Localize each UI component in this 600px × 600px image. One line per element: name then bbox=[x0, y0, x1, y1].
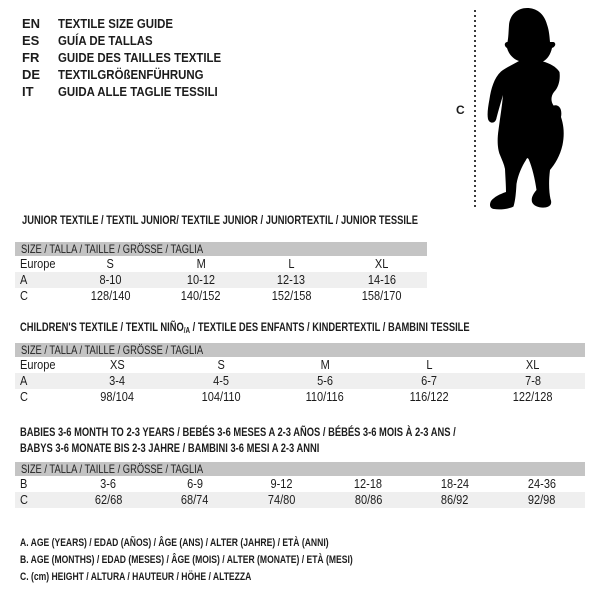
language-label: GUÍA DE TALLAS bbox=[58, 33, 153, 48]
table-cell: 74/80 bbox=[267, 493, 296, 507]
table-cell: 24-36 bbox=[527, 477, 556, 491]
size-header-bar: SIZE / TALLA / TAILLE / GRÖSSE / TAGLIA bbox=[15, 242, 427, 256]
height-measure-dashed-line bbox=[474, 10, 476, 208]
table-row: B 3-6 6-9 9-12 12-18 18-24 24-36 bbox=[15, 476, 585, 492]
language-list: EN TEXTILE SIZE GUIDE ES GUÍA DE TALLAS … bbox=[22, 15, 243, 100]
language-code: ES bbox=[22, 33, 40, 48]
table-cell: 152/158 bbox=[271, 289, 312, 303]
table-cell: 3-4 bbox=[109, 374, 125, 388]
language-code: FR bbox=[22, 50, 40, 65]
table-cell: XL bbox=[526, 358, 540, 372]
table-cell: 3-6 bbox=[100, 477, 117, 491]
table-cell: 158/170 bbox=[361, 289, 402, 303]
row-label: Europe bbox=[20, 358, 56, 372]
table-cell: XL bbox=[375, 257, 389, 271]
language-row-fr: FR GUIDE DES TAILLES TEXTILE bbox=[22, 49, 243, 66]
table-cell: 6-9 bbox=[187, 477, 203, 491]
table-row: A 3-4 4-5 5-6 6-7 7-8 bbox=[15, 373, 585, 389]
language-code: DE bbox=[22, 67, 41, 82]
row-label: C bbox=[20, 390, 28, 404]
table-cell: M bbox=[196, 257, 206, 271]
table-row: Europe XS S M L XL bbox=[15, 357, 585, 373]
legend-line-c: C. (cm) HEIGHT / ALTURA / HAUTEUR / HÖHE… bbox=[20, 571, 252, 583]
babies-size-table: SIZE / TALLA / TAILLE / GRÖSSE / TAGLIA … bbox=[15, 462, 585, 508]
legend: A. AGE (YEARS) / EDAD (AÑOS) / ÂGE (ANS)… bbox=[20, 535, 447, 586]
table-cell: 110/116 bbox=[305, 390, 345, 404]
language-code: IT bbox=[22, 84, 34, 99]
table-cell: L bbox=[288, 257, 295, 271]
table-cell: M bbox=[320, 358, 330, 372]
table-cell: L bbox=[425, 358, 433, 372]
table-cell: 12-13 bbox=[277, 273, 306, 287]
height-measure-label: C bbox=[456, 103, 465, 117]
table-cell: 86/92 bbox=[441, 493, 469, 507]
table-cell: 18-24 bbox=[440, 477, 470, 491]
language-label: TEXTILE SIZE GUIDE bbox=[58, 16, 174, 31]
toddler-silhouette-image bbox=[487, 8, 564, 210]
table-cell: 62/68 bbox=[94, 493, 123, 507]
table-row: C 128/140 140/152 152/158 158/170 bbox=[15, 288, 427, 304]
language-label: GUIDA ALLE TAGLIE TESSILI bbox=[58, 84, 218, 99]
language-row-de: DE TEXTILGRÖßENFÜHRUNG bbox=[22, 66, 243, 83]
row-label: A bbox=[20, 273, 28, 287]
table-cell: 8-10 bbox=[99, 273, 122, 287]
table-cell: 14-16 bbox=[367, 273, 396, 287]
legend-line-a: A. AGE (YEARS) / EDAD (AÑOS) / ÂGE (ANS)… bbox=[20, 537, 329, 549]
legend-line-b: B. AGE (MONTHS) / EDAD (MESES) / ÂGE (MO… bbox=[20, 554, 353, 566]
language-row-en: EN TEXTILE SIZE GUIDE bbox=[22, 15, 243, 32]
language-label: TEXTILGRÖßENFÜHRUNG bbox=[58, 67, 204, 82]
table-cell: 92/98 bbox=[527, 493, 556, 507]
table-cell: 140/152 bbox=[180, 289, 221, 303]
babies-section-title: BABIES 3-6 MONTH TO 2-3 YEARS / BEBÉS 3-… bbox=[20, 425, 456, 455]
table-row: C 98/104 104/110 110/116 116/122 122/128 bbox=[15, 389, 585, 405]
table-cell: S bbox=[106, 257, 114, 271]
row-label: C bbox=[20, 289, 28, 303]
language-row-it: IT GUIDA ALLE TAGLIE TESSILI bbox=[22, 83, 243, 100]
table-cell: 116/122 bbox=[409, 390, 449, 404]
table-cell: S bbox=[217, 358, 225, 372]
table-row: A 8-10 10-12 12-13 14-16 bbox=[15, 272, 427, 288]
table-cell: 9-12 bbox=[270, 477, 293, 491]
table-cell: 128/140 bbox=[90, 289, 131, 303]
size-header-bar: SIZE / TALLA / TAILLE / GRÖSSE / TAGLIA bbox=[15, 343, 585, 357]
table-cell: 10-12 bbox=[186, 273, 215, 287]
junior-section-title: JUNIOR TEXTILE / TEXTIL JUNIOR/ TEXTILE … bbox=[22, 213, 418, 227]
table-cell: 12-18 bbox=[354, 477, 383, 491]
table-cell: 104/110 bbox=[201, 390, 241, 404]
table-cell: 7-8 bbox=[525, 374, 541, 388]
table-cell: 98/104 bbox=[100, 390, 134, 404]
language-label: GUIDE DES TAILLES TEXTILE bbox=[58, 50, 222, 65]
table-cell: 6-7 bbox=[421, 374, 437, 388]
junior-size-table: SIZE / TALLA / TAILLE / GRÖSSE / TAGLIA … bbox=[15, 242, 427, 304]
children-section-title: CHILDREN'S TEXTILE / TEXTIL NIÑO/A / TEX… bbox=[20, 320, 470, 335]
children-size-table: SIZE / TALLA / TAILLE / GRÖSSE / TAGLIA … bbox=[15, 343, 585, 405]
table-cell: 4-5 bbox=[213, 374, 229, 388]
table-row: C 62/68 68/74 74/80 80/86 86/92 92/98 bbox=[15, 492, 585, 508]
table-cell: 80/86 bbox=[354, 493, 383, 507]
row-label: C bbox=[20, 493, 28, 507]
table-cell: 5-6 bbox=[317, 374, 333, 388]
subscript-text: /A bbox=[183, 326, 191, 335]
row-label: A bbox=[20, 374, 28, 388]
table-row: Europe S M L XL bbox=[15, 256, 427, 272]
row-label: Europe bbox=[20, 257, 56, 271]
language-row-es: ES GUÍA DE TALLAS bbox=[22, 32, 243, 49]
table-cell: XS bbox=[109, 358, 125, 372]
table-cell: 68/74 bbox=[181, 493, 209, 507]
size-header-bar: SIZE / TALLA / TAILLE / GRÖSSE / TAGLIA bbox=[15, 462, 585, 476]
row-label: B bbox=[20, 477, 28, 491]
language-code: EN bbox=[22, 16, 41, 31]
table-cell: 122/128 bbox=[513, 390, 553, 404]
